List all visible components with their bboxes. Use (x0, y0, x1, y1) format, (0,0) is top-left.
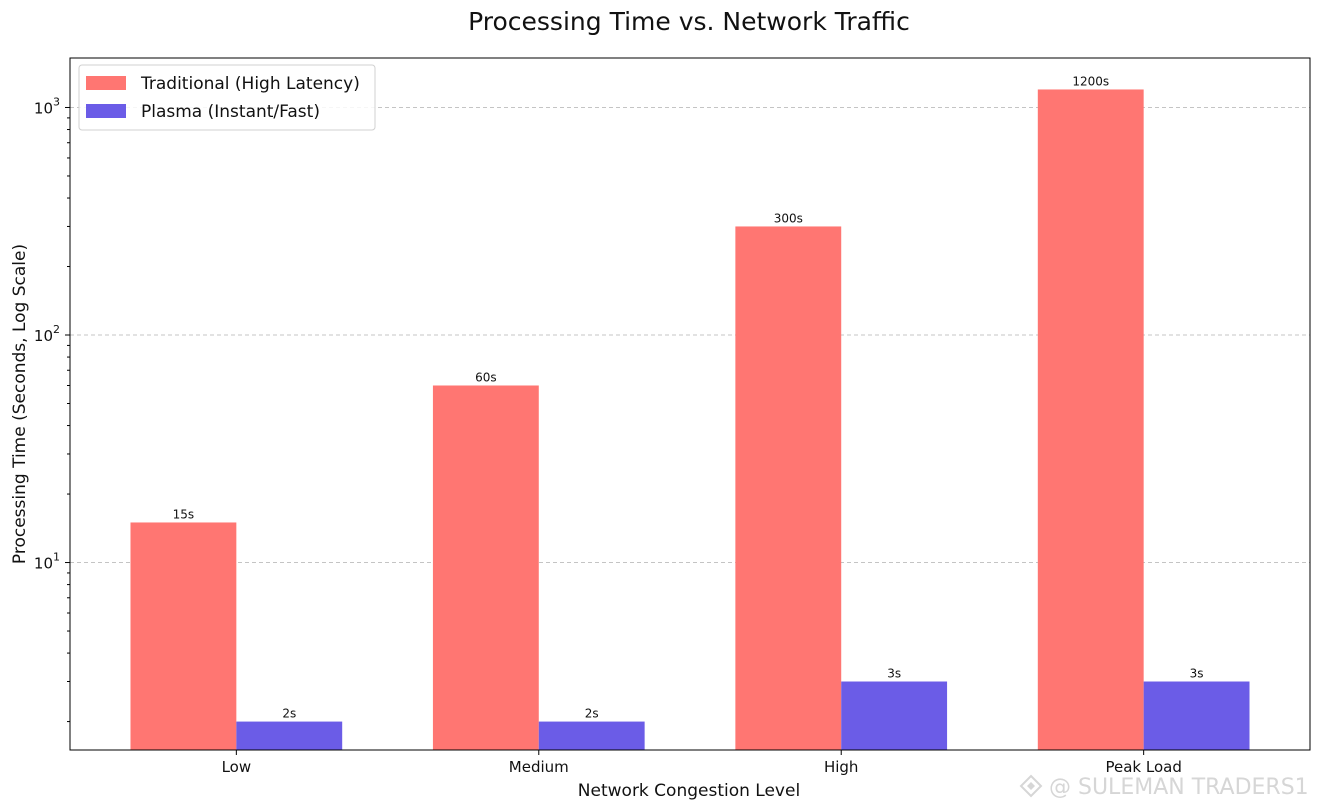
x-tick-label: Medium (509, 758, 569, 776)
legend-box (78, 64, 376, 131)
bar-traditional (432, 385, 539, 750)
legend-swatch (86, 76, 126, 90)
bar-data-label: 1200s (1072, 74, 1109, 88)
bar-traditional (735, 226, 842, 750)
y-tick-exponent: 3 (53, 95, 60, 108)
y-tick-exponent: 2 (53, 323, 60, 336)
chart-title: Processing Time vs. Network Traffic (468, 7, 910, 36)
x-axis-label: Network Congestion Level (578, 781, 800, 801)
bar-data-label: 2s (585, 707, 599, 721)
y-axis-label: Processing Time (Seconds, Log Scale) (10, 244, 30, 564)
y-tick-label: 103 (34, 95, 60, 117)
bar-plasma (841, 681, 948, 750)
x-tick-label: High (824, 758, 858, 776)
diamond-logo-icon (1019, 774, 1043, 798)
bar-plasma (236, 721, 343, 750)
bar-traditional (1037, 89, 1144, 750)
watermark: @ SULEMAN TRADERS1 (1019, 774, 1309, 800)
legend-swatch (86, 104, 126, 118)
bar-data-label: 3s (887, 667, 901, 681)
data-labels: 15s 60s 300s 1200s 2s 2s 3s 3s (173, 74, 1204, 720)
watermark-text: @ SULEMAN TRADERS1 (1049, 775, 1309, 800)
y-tick-label: 102 (34, 323, 60, 345)
x-axis-ticks: Low Medium High Peak Load (222, 750, 1182, 776)
bar-data-label: 3s (1190, 667, 1204, 681)
bar-data-label: 60s (475, 370, 497, 384)
x-tick-label: Low (222, 758, 252, 776)
y-tick-base: 10 (34, 99, 53, 117)
bar-plasma (1143, 681, 1250, 750)
bar-plasma (538, 721, 645, 750)
x-tick-label: Peak Load (1105, 758, 1181, 776)
y-tick-base: 10 (34, 555, 53, 573)
y-tick-label: 101 (34, 551, 60, 573)
bars (130, 89, 1250, 750)
y-tick-exponent: 1 (53, 551, 60, 564)
legend: Traditional (High Latency) Plasma (Instan… (78, 64, 376, 131)
y-tick-base: 10 (34, 327, 53, 345)
legend-entry: Traditional (High Latency) (140, 74, 360, 94)
bar-traditional (130, 522, 237, 750)
legend-entry: Plasma (Instant/Fast) (141, 102, 320, 122)
bar-data-label: 300s (774, 211, 803, 225)
bar-data-label: 2s (282, 707, 296, 721)
bar-data-label: 15s (173, 507, 195, 521)
